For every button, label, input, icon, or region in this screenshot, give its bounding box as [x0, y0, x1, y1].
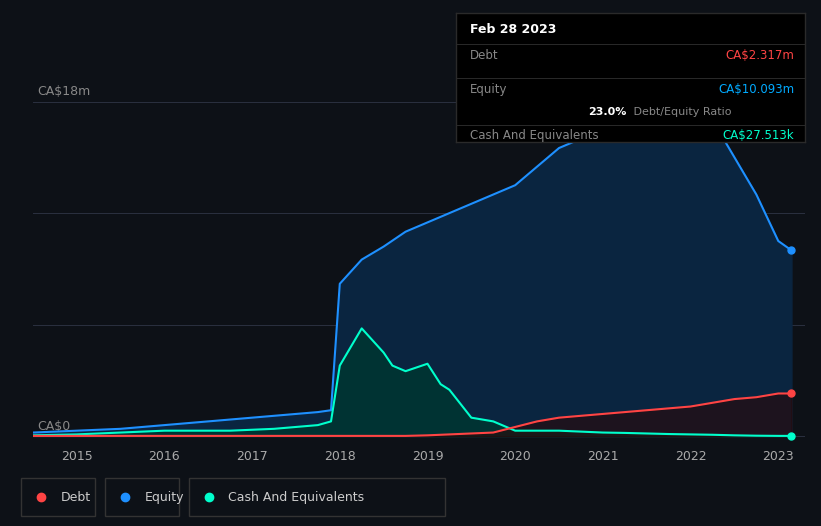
Text: CA$18m: CA$18m: [37, 85, 90, 98]
Text: CA$10.093m: CA$10.093m: [718, 83, 794, 96]
Text: Feb 28 2023: Feb 28 2023: [470, 24, 556, 36]
Text: CA$27.513k: CA$27.513k: [722, 129, 794, 142]
Text: Debt: Debt: [61, 491, 91, 503]
Text: Cash And Equivalents: Cash And Equivalents: [228, 491, 365, 503]
Text: Debt/Equity Ratio: Debt/Equity Ratio: [631, 107, 732, 117]
Text: 23.0%: 23.0%: [588, 107, 626, 117]
Text: Debt: Debt: [470, 49, 498, 62]
Text: Cash And Equivalents: Cash And Equivalents: [470, 129, 599, 142]
Text: Equity: Equity: [470, 83, 507, 96]
Text: CA$0: CA$0: [37, 420, 71, 433]
Text: Equity: Equity: [144, 491, 184, 503]
Text: CA$2.317m: CA$2.317m: [725, 49, 794, 62]
